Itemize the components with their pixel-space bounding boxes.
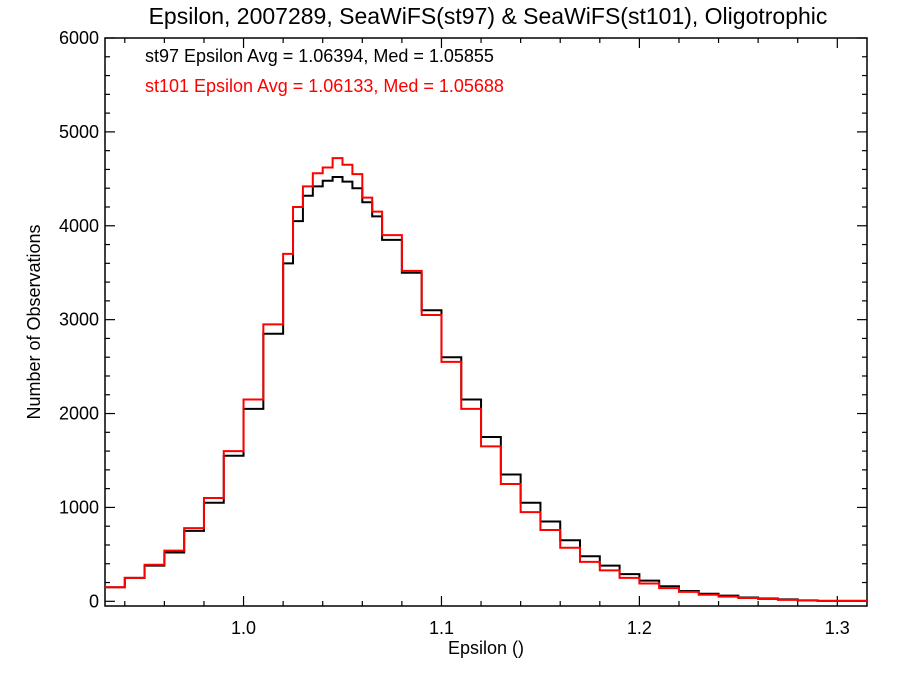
y-tick-label: 3000 [59,310,99,330]
y-tick-label: 5000 [59,122,99,142]
series-line-0 [105,175,868,602]
tick-labels: 1.0 1.1 1.2 1.3 0 1000 2000 3000 4000 5000 6000 [59,28,850,638]
x-tick-label: 1.0 [231,618,256,638]
y-tick-label: 2000 [59,404,99,424]
plot-frame [104,37,868,607]
series-line-1 [105,157,868,602]
y-tick-label: 6000 [59,28,99,48]
x-axis-label: Epsilon () [448,638,524,658]
y-tick-label: 1000 [59,497,99,517]
axis-ticks [105,37,867,606]
x-tick-label: 1.3 [825,618,850,638]
y-axis-label: Number of Observations [24,224,44,419]
x-tick-label: 1.1 [429,618,454,638]
legend-st101: st101 Epsilon Avg = 1.06133, Med = 1.056… [145,76,504,96]
x-tick-label: 1.2 [627,618,652,638]
y-tick-label: 4000 [59,216,99,236]
legend-st97: st97 Epsilon Avg = 1.06394, Med = 1.0585… [145,46,494,66]
chart-title: Epsilon, 2007289, SeaWiFS(st97) & SeaWiF… [149,3,828,29]
series-layer [105,157,868,602]
y-tick-label: 0 [89,591,99,611]
